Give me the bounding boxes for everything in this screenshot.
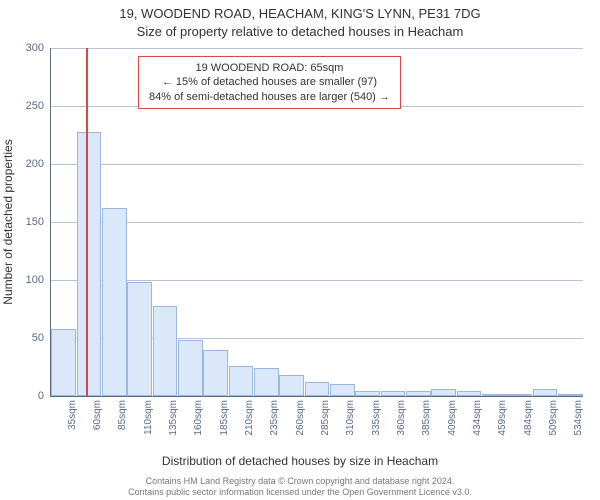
chart-title-line1: 19, WOODEND ROAD, HEACHAM, KING'S LYNN, … [0,6,600,21]
bar [279,375,304,396]
bar [305,382,330,396]
bar [457,391,482,396]
gridline [51,280,583,281]
bar [254,368,279,396]
x-tick-label: 60sqm [92,400,103,460]
bar [153,306,178,396]
bar [229,366,254,396]
bar [507,394,532,396]
x-tick-label: 434sqm [472,400,483,460]
x-tick-label: 135sqm [168,400,179,460]
x-tick-label: 285sqm [320,400,331,460]
x-tick-label: 185sqm [219,400,230,460]
bar [533,389,558,396]
gridline [51,222,583,223]
x-tick-label: 235sqm [269,400,280,460]
y-tick-label: 250 [4,100,44,112]
y-tick-label: 0 [4,390,44,402]
legend-line3: 84% of semi-detached houses are larger (… [149,90,390,104]
footer-line1: Contains HM Land Registry data © Crown c… [0,476,600,487]
bar [77,132,102,396]
x-tick-label: 385sqm [421,400,432,460]
footer-text: Contains HM Land Registry data © Crown c… [0,476,600,498]
x-tick-label: 335sqm [371,400,382,460]
marker-line [86,48,88,396]
bar [431,389,456,396]
legend-line1: 19 WOODEND ROAD: 65sqm [149,61,390,75]
x-tick-label: 35sqm [67,400,78,460]
chart-title-line2: Size of property relative to detached ho… [0,24,600,39]
x-tick-label: 310sqm [345,400,356,460]
bar [482,394,507,396]
gridline [51,164,583,165]
x-tick-label: 360sqm [396,400,407,460]
x-tick-label: 534sqm [573,400,584,460]
x-tick-label: 509sqm [548,400,559,460]
footer-line2: Contains public sector information licen… [0,487,600,498]
chart-container: 19, WOODEND ROAD, HEACHAM, KING'S LYNN, … [0,0,600,500]
x-tick-label: 260sqm [295,400,306,460]
legend-line2: ← 15% of detached houses are smaller (97… [149,75,390,89]
bar [127,282,152,396]
bar [178,340,203,396]
x-tick-label: 409sqm [447,400,458,460]
x-tick-label: 110sqm [143,400,154,460]
y-tick-label: 50 [4,332,44,344]
bar [381,391,406,396]
bar [203,350,228,396]
y-tick-label: 150 [4,216,44,228]
x-tick-label: 85sqm [117,400,128,460]
x-tick-label: 160sqm [193,400,204,460]
gridline [51,48,583,49]
y-tick-label: 100 [4,274,44,286]
x-tick-label: 484sqm [523,400,534,460]
y-tick-label: 200 [4,158,44,170]
bar [102,208,127,396]
bar [51,329,76,396]
bar [558,394,583,396]
legend-box: 19 WOODEND ROAD: 65sqm ← 15% of detached… [138,56,401,109]
x-tick-label: 459sqm [497,400,508,460]
bar [355,391,380,396]
bar [406,391,431,396]
x-tick-label: 210sqm [244,400,255,460]
y-tick-label: 300 [4,42,44,54]
bar [330,384,355,396]
